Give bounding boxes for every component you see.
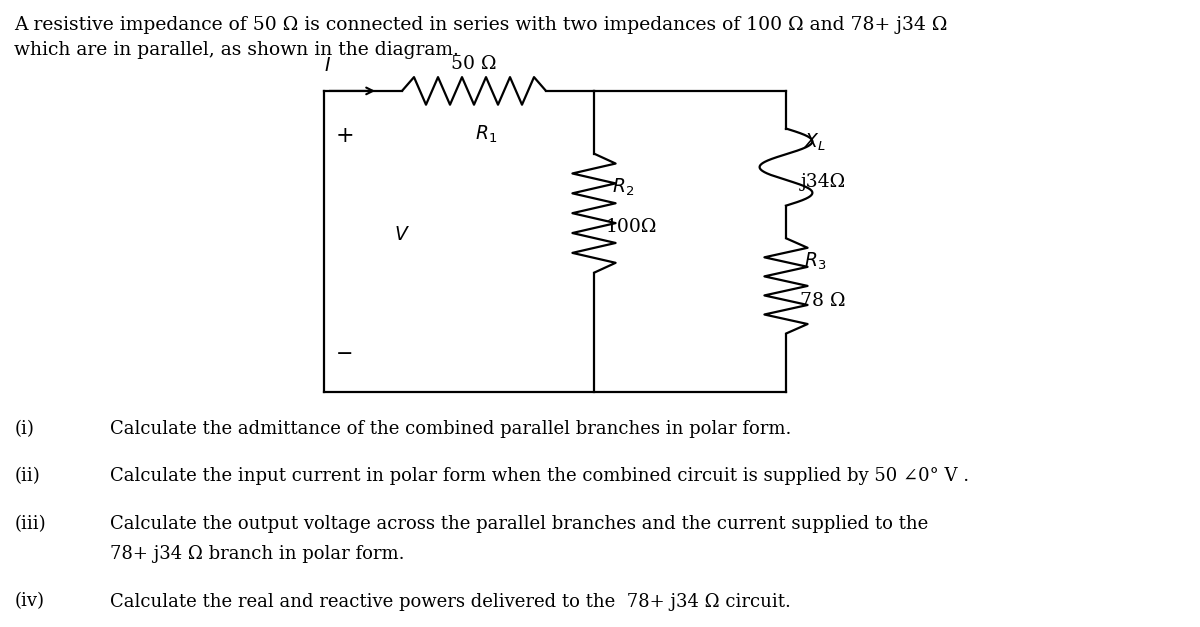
Text: $I$: $I$: [324, 57, 331, 75]
Text: −: −: [336, 345, 354, 364]
Text: (iii): (iii): [14, 515, 46, 534]
Text: 50 Ω: 50 Ω: [451, 55, 497, 73]
Text: j34Ω: j34Ω: [800, 173, 846, 191]
Text: which are in parallel, as shown in the diagram.: which are in parallel, as shown in the d…: [14, 41, 460, 59]
Text: $R_3$: $R_3$: [804, 251, 827, 272]
Text: (iv): (iv): [14, 593, 44, 611]
Text: 78 Ω: 78 Ω: [800, 292, 846, 310]
Text: +: +: [336, 125, 355, 147]
Text: Calculate the input current in polar form when the combined circuit is supplied : Calculate the input current in polar for…: [110, 467, 970, 485]
Text: $V$: $V$: [394, 226, 410, 244]
Text: Calculate the output voltage across the parallel branches and the current suppli: Calculate the output voltage across the …: [110, 515, 929, 534]
Text: $R_2$: $R_2$: [612, 176, 634, 198]
Text: A resistive impedance of 50 Ω is connected in series with two impedances of 100 : A resistive impedance of 50 Ω is connect…: [14, 16, 948, 34]
Text: $X_L$: $X_L$: [804, 132, 826, 153]
Text: (i): (i): [14, 420, 35, 438]
Text: Calculate the admittance of the combined parallel branches in polar form.: Calculate the admittance of the combined…: [110, 420, 792, 438]
Text: 100Ω: 100Ω: [606, 218, 658, 236]
Text: (ii): (ii): [14, 467, 40, 485]
Text: 78+ j34 Ω branch in polar form.: 78+ j34 Ω branch in polar form.: [110, 545, 404, 564]
Text: Calculate the real and reactive powers delivered to the  78+ j34 Ω circuit.: Calculate the real and reactive powers d…: [110, 593, 791, 611]
Text: $R_1$: $R_1$: [475, 124, 497, 145]
